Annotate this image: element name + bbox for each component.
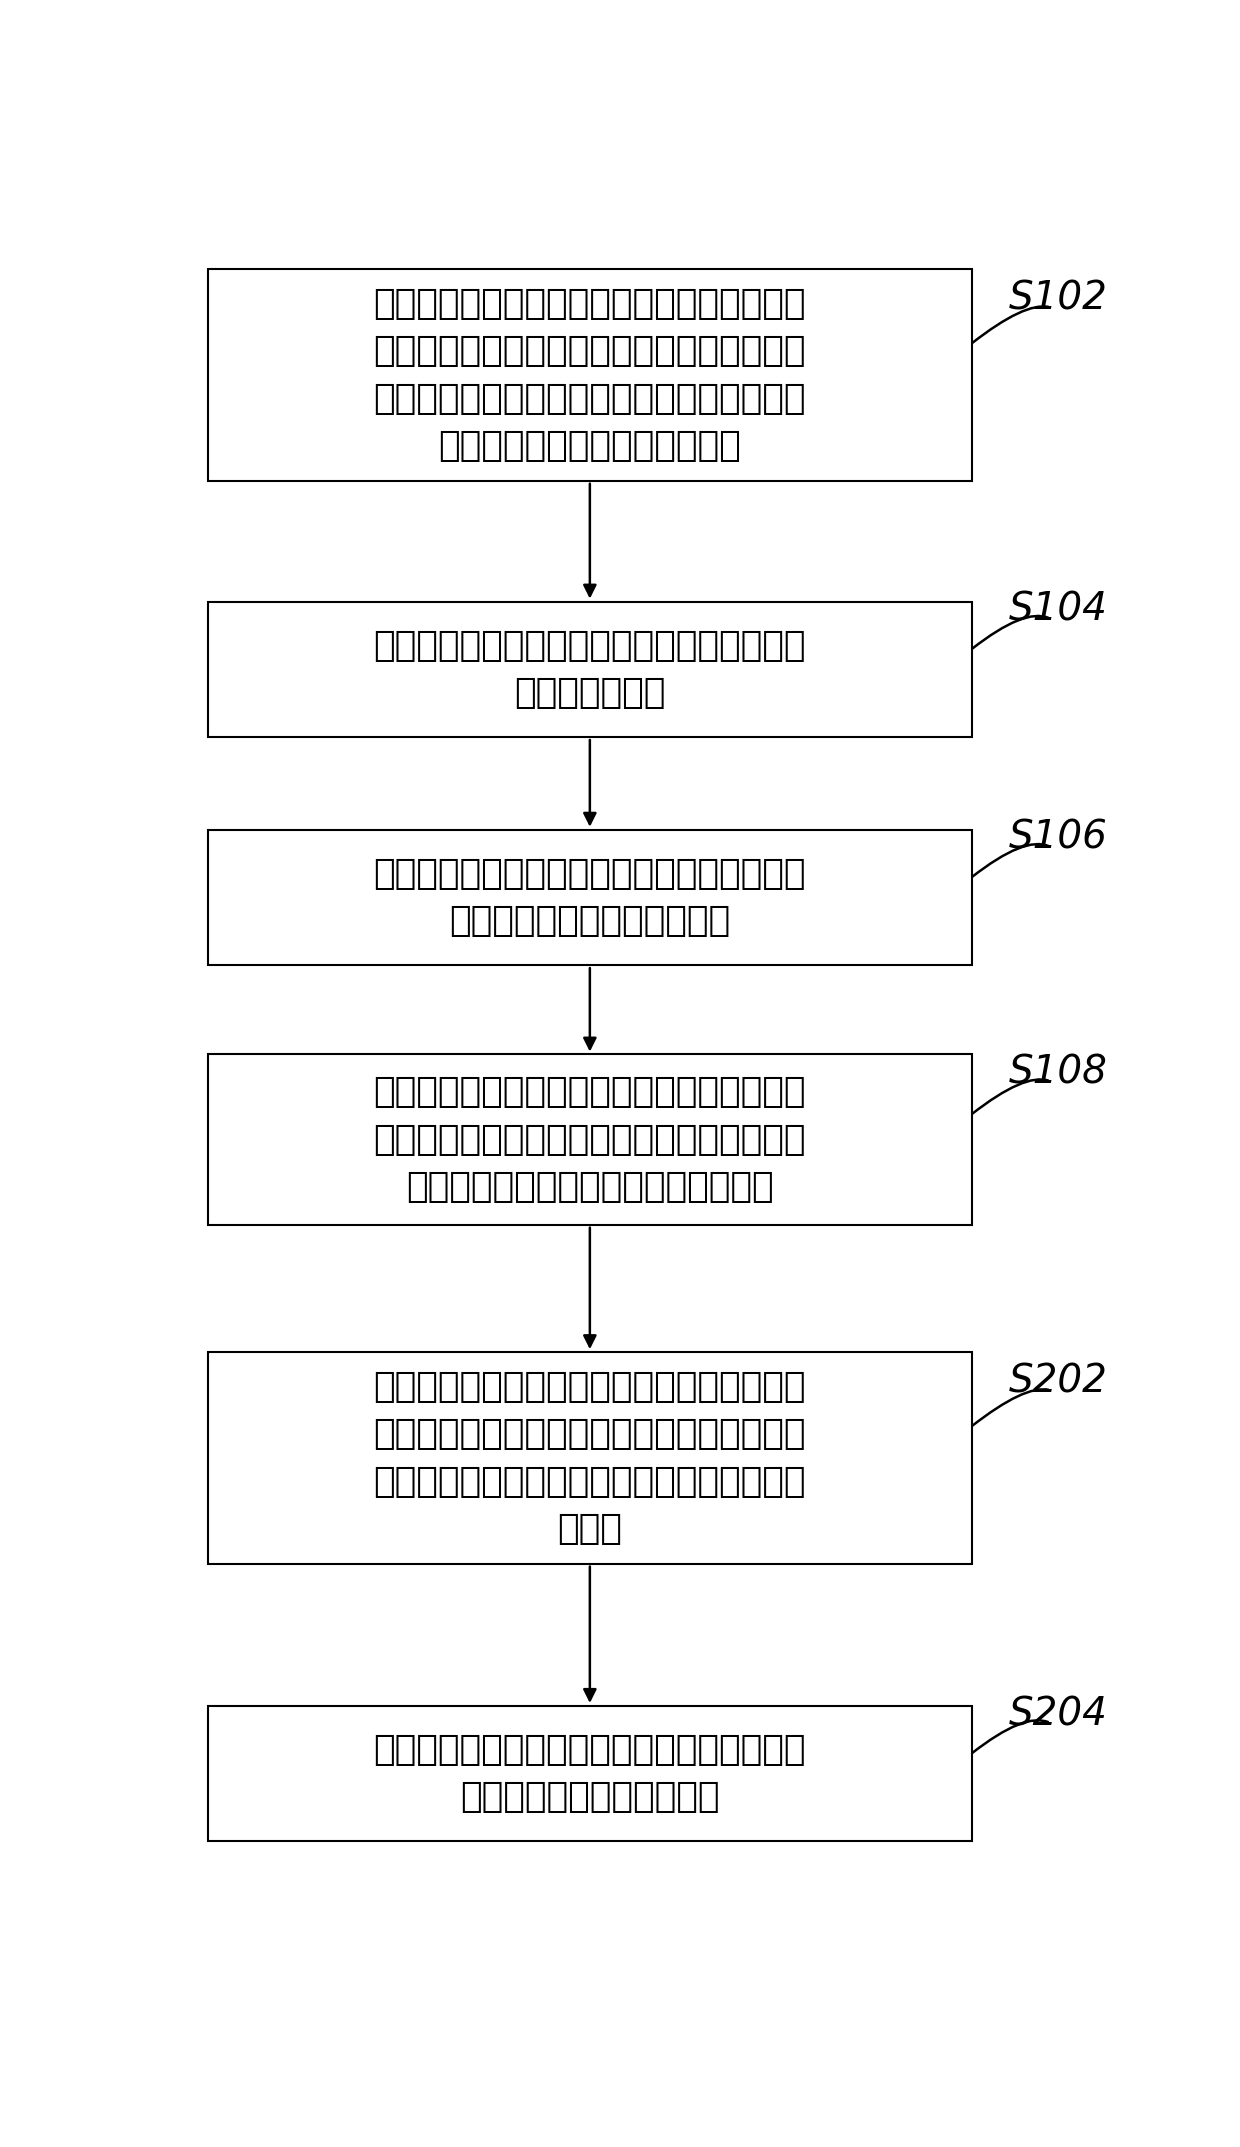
Text: 服务器接收用户输入的控制指令；其中，该服
务器与分体式空调中的每个空调的控制器均网
络连接，该服务器保存有每个空调的身份标识
与控制器的地址标识的配对关系: 服务器接收用户输入的控制指令；其中，该服 务器与分体式空调中的每个空调的控制器均…: [373, 288, 806, 464]
Text: S104: S104: [1009, 590, 1107, 629]
Bar: [208, 1054, 972, 1224]
Bar: [208, 829, 972, 966]
Bar: [208, 1707, 972, 1842]
Text: 上述服务器接收并保存与每个空调连接的电量
采集器上报的电量信息；其中，电量信息包括
与空调对应的用电量和电量采集器采集用电量
的时间: 上述服务器接收并保存与每个空调连接的电量 采集器上报的电量信息；其中，电量信息包…: [373, 1370, 806, 1546]
Text: S108: S108: [1009, 1054, 1107, 1091]
Text: 上述服务器从上述控制指令中提取空调的身份
标识和控制信息: 上述服务器从上述控制指令中提取空调的身份 标识和控制信息: [373, 629, 806, 711]
Bar: [208, 601, 972, 736]
Bar: [208, 1353, 972, 1563]
Text: S202: S202: [1009, 1363, 1107, 1400]
Text: S102: S102: [1009, 279, 1107, 318]
Bar: [208, 268, 972, 481]
Text: 上述服务器统计并计算每个空调的用电量，生
成每个空调的用电量数据表: 上述服务器统计并计算每个空调的用电量，生 成每个空调的用电量数据表: [373, 1733, 806, 1814]
Text: S106: S106: [1009, 818, 1107, 857]
Text: 上述服务器将上述控制信息发送至查找到的控
制器的地址标识对应的控制器，从而触发该控
制器控制对应的空调按照控制信息运行: 上述服务器将上述控制信息发送至查找到的控 制器的地址标识对应的控制器，从而触发该…: [373, 1076, 806, 1204]
Text: S204: S204: [1009, 1694, 1107, 1733]
Text: 上述服务器从上述配对关系中查找空调的身份
标识对应的控制器的地址标识: 上述服务器从上述配对关系中查找空调的身份 标识对应的控制器的地址标识: [373, 857, 806, 938]
